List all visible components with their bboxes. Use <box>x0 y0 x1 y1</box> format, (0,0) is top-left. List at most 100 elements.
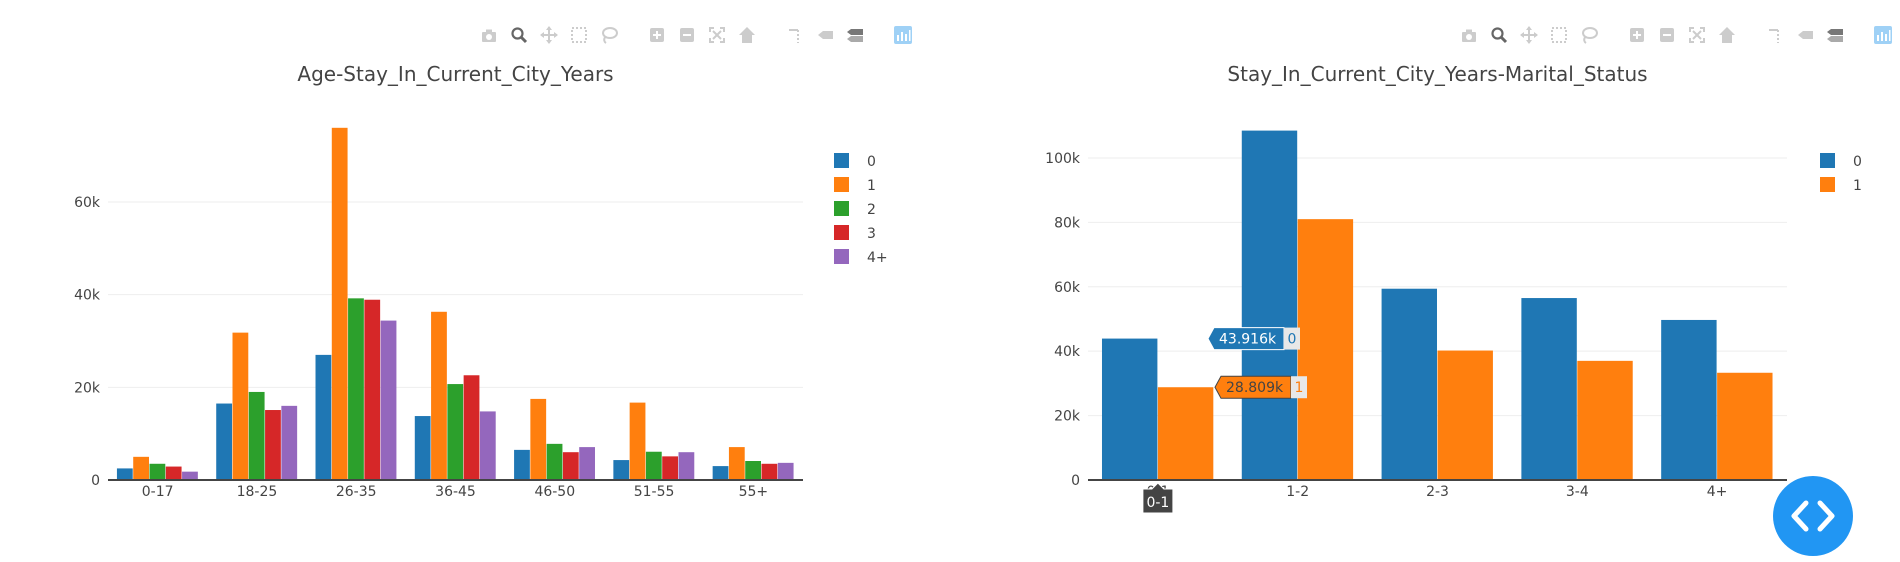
camera-button[interactable] <box>476 22 502 48</box>
bar-1-3-4[interactable] <box>1577 360 1633 480</box>
bar-0-4+[interactable] <box>1661 319 1717 480</box>
hover-series-box <box>1291 376 1307 399</box>
legend-label[interactable]: 4+ <box>867 250 888 266</box>
pan-button[interactable] <box>536 22 562 48</box>
stay-marital-chart[interactable]: Stay_In_Current_City_Years-Marital_Statu… <box>950 0 1900 558</box>
legend-swatch[interactable] <box>834 249 849 264</box>
legend-swatch[interactable] <box>834 177 849 192</box>
plotly-logo-icon <box>894 26 912 44</box>
bar-2-46-50[interactable] <box>546 443 563 480</box>
autoscale-button[interactable] <box>704 22 730 48</box>
bar-3-36-45[interactable] <box>463 375 480 480</box>
hover-closest-button[interactable] <box>1792 22 1818 48</box>
toggle-spike-icon <box>789 29 799 43</box>
bar-4+-36-45[interactable] <box>479 411 496 480</box>
code-toggle-button[interactable] <box>1773 476 1853 556</box>
bar-1-26-35[interactable] <box>331 127 348 481</box>
code-icon <box>1791 500 1835 532</box>
bar-2-55+[interactable] <box>745 461 761 480</box>
lasso-button[interactable] <box>1576 22 1602 48</box>
reset-axes-button[interactable] <box>1714 22 1740 48</box>
hover-closest-button[interactable] <box>812 22 838 48</box>
bar-1-18-25[interactable] <box>232 332 249 480</box>
hover-x-value: 0-1 <box>1146 495 1169 511</box>
bar-1-0-17[interactable] <box>133 456 150 480</box>
legend-swatch[interactable] <box>1820 177 1835 192</box>
legend-label[interactable]: 1 <box>867 178 876 194</box>
legend-label[interactable]: 0 <box>1853 154 1862 170</box>
hover-compare-button[interactable] <box>1822 22 1848 48</box>
lasso-button[interactable] <box>596 22 622 48</box>
zoom-in-button[interactable] <box>1624 22 1650 48</box>
hover-compare-button[interactable] <box>842 22 868 48</box>
bar-0-3-4[interactable] <box>1521 298 1577 480</box>
plotly-logo-button[interactable] <box>890 22 916 48</box>
bar-4+-46-50[interactable] <box>579 447 595 480</box>
zoom-button[interactable] <box>1486 22 1512 48</box>
bar-4+-18-25[interactable] <box>281 405 298 480</box>
zoom-out-button[interactable] <box>674 22 700 48</box>
y-tick-label: 100k <box>1045 151 1081 167</box>
zoom-out-button[interactable] <box>1654 22 1680 48</box>
bar-0-26-35[interactable] <box>315 354 332 480</box>
bar-0-0-1[interactable] <box>1101 338 1158 480</box>
y-tick-label: 20k <box>1054 409 1081 425</box>
left-chart-panel: Age-Stay_In_Current_City_Years 0 20k 40k 60k… <box>0 0 950 558</box>
legend-label[interactable]: 0 <box>867 154 876 170</box>
zoom-button[interactable] <box>506 22 532 48</box>
legend-swatch[interactable] <box>834 225 849 240</box>
bar-1-2-3[interactable] <box>1437 350 1493 480</box>
bar-0-2-3[interactable] <box>1381 288 1437 480</box>
bar-1-55+[interactable] <box>728 447 745 480</box>
bar-3-46-50[interactable] <box>562 452 579 480</box>
bar-0-46-50[interactable] <box>514 449 530 480</box>
bar-4+-55+[interactable] <box>777 462 794 480</box>
bar-0-55+[interactable] <box>712 466 729 480</box>
pan-button[interactable] <box>1516 22 1542 48</box>
zoom-in-button[interactable] <box>644 22 670 48</box>
bar-3-55+[interactable] <box>761 463 778 480</box>
bar-1-36-45[interactable] <box>431 311 447 480</box>
toggle-spike-icon <box>1769 29 1779 43</box>
legend-swatch[interactable] <box>1820 153 1835 168</box>
toggle-spike-button[interactable] <box>782 22 808 48</box>
bar-3-26-35[interactable] <box>364 299 381 480</box>
x-tick-label: 3-4 <box>1566 484 1589 500</box>
bar-1-46-50[interactable] <box>530 398 547 480</box>
bar-1-51-55[interactable] <box>629 402 646 480</box>
legend-swatch[interactable] <box>834 153 849 168</box>
bar-2-18-25[interactable] <box>248 391 265 480</box>
bar-3-51-55[interactable] <box>662 456 678 480</box>
bar-4+-51-55[interactable] <box>678 452 695 480</box>
bar-3-0-17[interactable] <box>165 466 182 480</box>
bar-2-51-55[interactable] <box>645 451 662 480</box>
bar-2-36-45[interactable] <box>447 384 464 480</box>
x-tick-label: 0-17 <box>142 484 174 500</box>
legend-label[interactable]: 1 <box>1853 178 1862 194</box>
bar-4+-0-17[interactable] <box>182 471 198 480</box>
plotly-logo-button[interactable] <box>1870 22 1896 48</box>
reset-axes-button[interactable] <box>734 22 760 48</box>
bar-0-51-55[interactable] <box>613 460 630 480</box>
box-select-button[interactable] <box>566 22 592 48</box>
camera-button[interactable] <box>1456 22 1482 48</box>
autoscale-button[interactable] <box>1684 22 1710 48</box>
bar-4+-26-35[interactable] <box>380 320 397 480</box>
bar-0-36-45[interactable] <box>414 416 431 480</box>
bar-0-18-25[interactable] <box>216 403 233 480</box>
legend-label[interactable]: 3 <box>867 226 876 242</box>
toggle-spike-button[interactable] <box>1762 22 1788 48</box>
age-stay-chart[interactable]: Age-Stay_In_Current_City_Years 0 20k 40k 60k… <box>0 0 950 558</box>
bar-2-26-35[interactable] <box>348 298 364 480</box>
bar-0-0-17[interactable] <box>116 468 133 480</box>
box-select-button[interactable] <box>1546 22 1572 48</box>
bar-1-0-1[interactable] <box>1157 387 1214 480</box>
bar-3-18-25[interactable] <box>265 410 281 480</box>
hover-series: 0 <box>1288 332 1297 348</box>
bar-0-1-2[interactable] <box>1241 130 1298 481</box>
legend-swatch[interactable] <box>834 201 849 216</box>
legend-label[interactable]: 2 <box>867 202 876 218</box>
bar-2-0-17[interactable] <box>149 463 166 480</box>
bar-1-4+[interactable] <box>1717 372 1773 480</box>
bar-1-1-2[interactable] <box>1297 219 1354 481</box>
